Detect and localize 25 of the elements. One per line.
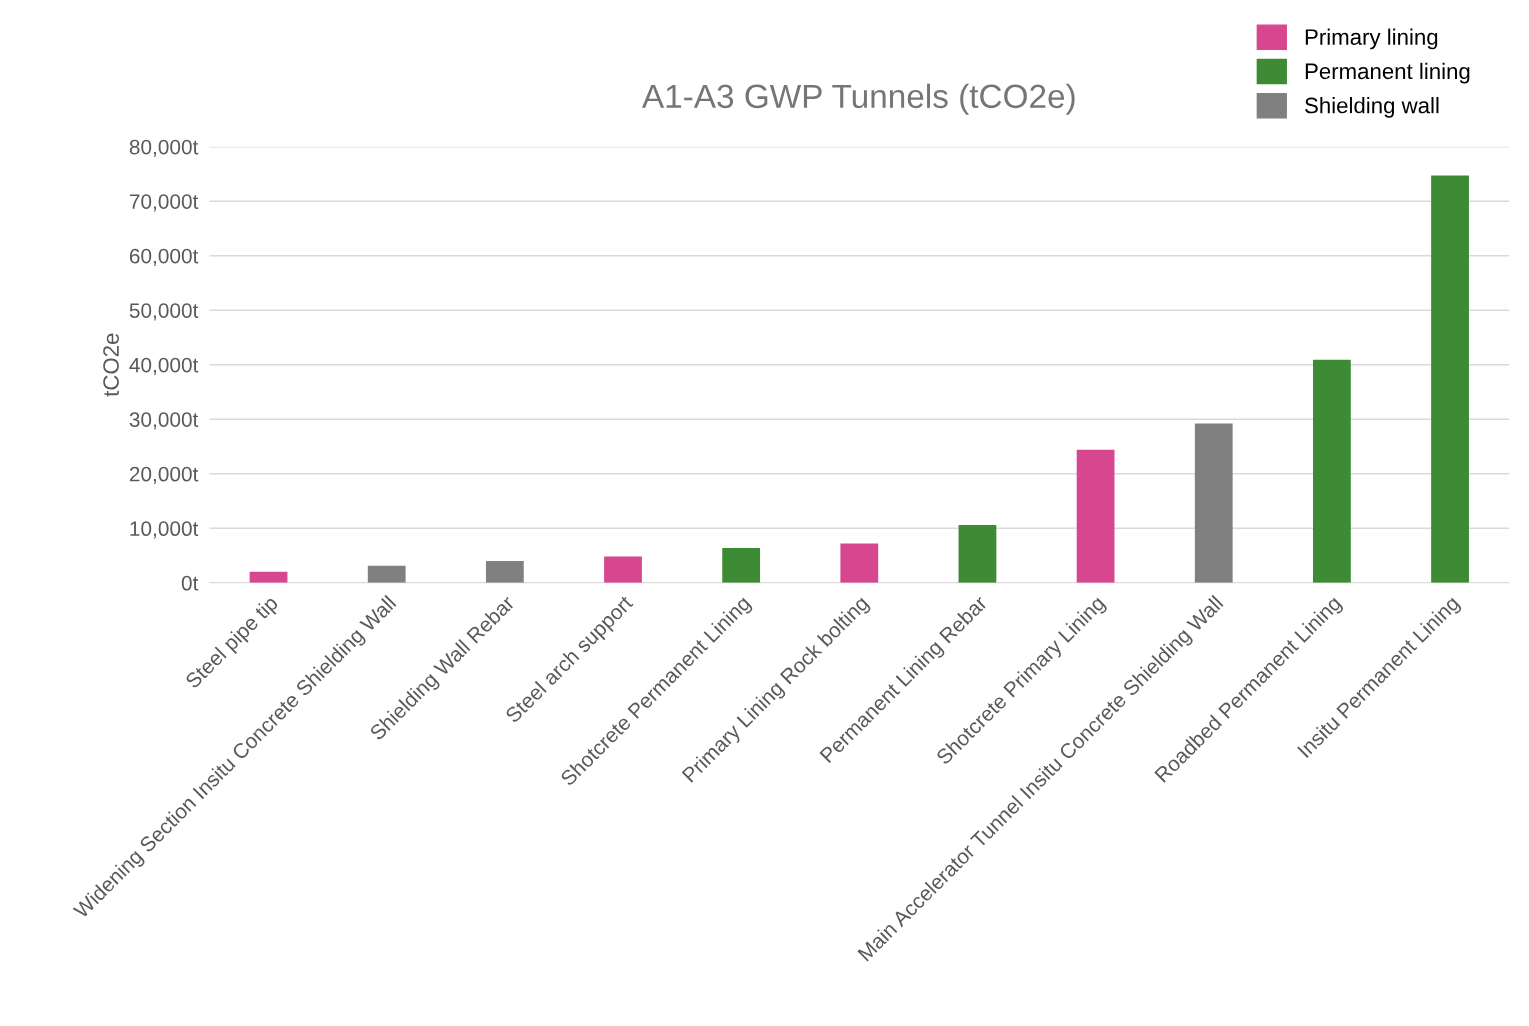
- y-tick-label: 60,000t: [129, 248, 199, 266]
- bar: [958, 524, 997, 583]
- bar: [722, 547, 761, 583]
- bar: [367, 565, 406, 583]
- bar: [249, 571, 288, 583]
- bar: [840, 543, 879, 583]
- y-tick-label: 20,000t: [129, 466, 199, 484]
- y-axis-title: tCO2e: [103, 333, 119, 397]
- y-tick-label: 30,000t: [129, 412, 199, 430]
- bar: [1431, 175, 1469, 583]
- legend-label: Shielding wall: [1305, 97, 1439, 118]
- y-tick-label: 70,000t: [129, 194, 199, 212]
- y-tick-label: 80,000t: [129, 139, 199, 157]
- chart-title: A1-A3 GWP Tunnels (tCO2e): [642, 83, 1075, 115]
- bar: [604, 556, 642, 583]
- bar: [1194, 423, 1233, 583]
- y-tick-label: 50,000t: [129, 303, 199, 321]
- y-tick-label: 40,000t: [129, 357, 199, 375]
- y-tick-label: 0t: [181, 575, 199, 591]
- bar: [1076, 449, 1115, 583]
- y-tick-label: 10,000t: [130, 521, 199, 539]
- legend-label: Permanent lining: [1305, 62, 1470, 84]
- legend-label: Primary lining: [1305, 28, 1438, 50]
- bar: [1312, 359, 1351, 583]
- bar: [485, 560, 524, 583]
